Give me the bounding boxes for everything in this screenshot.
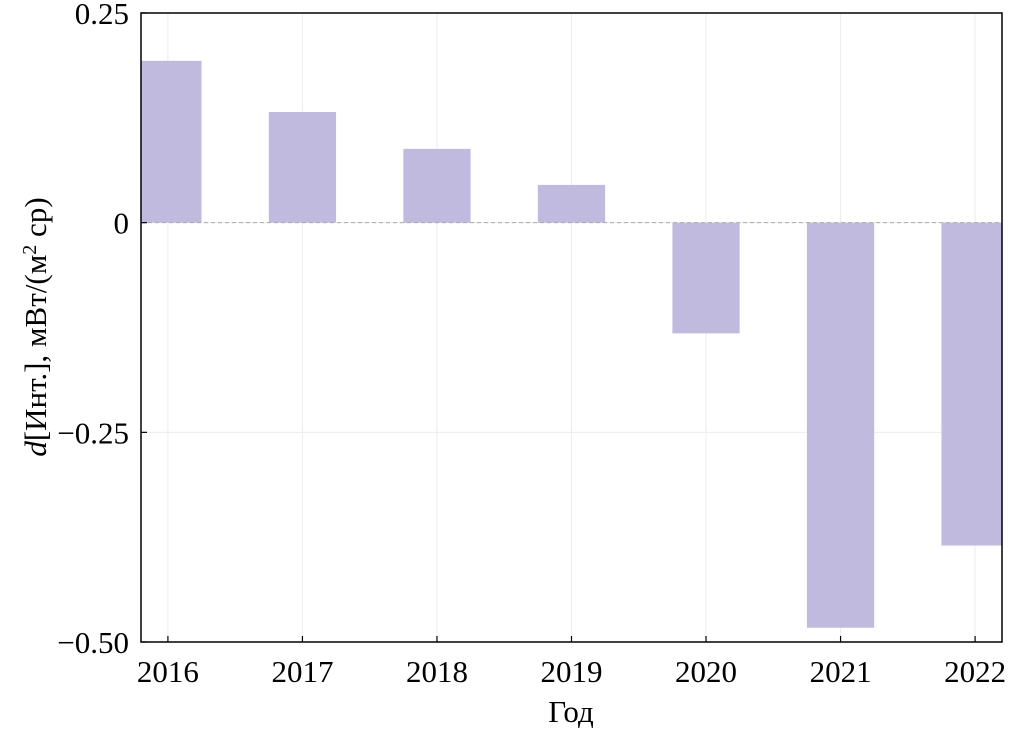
y-label-part: [Инт.], мВт/(м [18, 255, 53, 441]
bar [403, 148, 471, 223]
bar [672, 222, 740, 334]
x-tick-label: 2019 [541, 654, 603, 689]
x-axis-label: Год [548, 694, 594, 729]
bar [806, 222, 875, 628]
y-tick-label: −0.50 [57, 625, 129, 660]
x-tick-label: 2016 [137, 654, 199, 689]
bar [268, 111, 337, 223]
y-label-part: d [18, 441, 53, 457]
y-tick-label: 0.25 [75, 0, 129, 31]
y-label-part: 2 [19, 245, 41, 255]
x-tick-label: 2018 [406, 654, 468, 689]
x-tick-label: 2017 [271, 654, 333, 689]
bar [141, 60, 202, 223]
x-tick-label: 2021 [810, 654, 872, 689]
x-tick-label: 2020 [675, 654, 737, 689]
y-axis-label: d[Инт.], мВт/(м2 ср) [18, 197, 53, 456]
y-label-part: ср) [18, 197, 53, 244]
bar [941, 222, 1002, 546]
bars [141, 60, 1002, 628]
axes: −0.50 −0.25 0 0.25 2016 2017 2018 2019 2020 2021 2… [57, 0, 1006, 689]
x-tick-label: 2022 [944, 654, 1006, 689]
y-tick-label: −0.25 [57, 415, 129, 450]
bar [537, 184, 606, 223]
y-tick-label: 0 [114, 206, 130, 241]
